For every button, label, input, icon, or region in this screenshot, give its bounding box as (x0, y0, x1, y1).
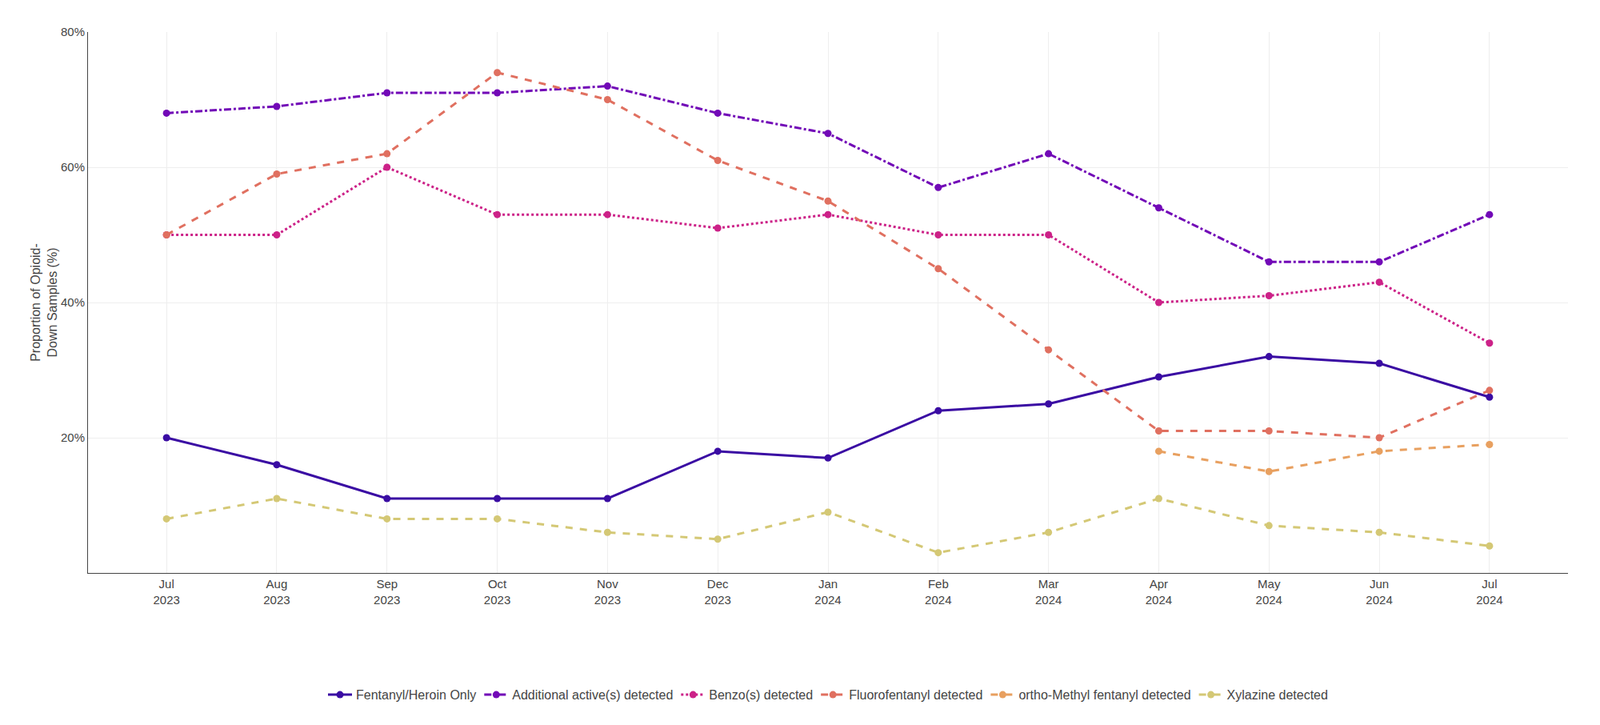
svg-text:Xylazine detected: Xylazine detected (1227, 688, 1328, 702)
svg-text:80%: 80% (60, 24, 85, 39)
svg-text:Apr2024: Apr2024 (1145, 576, 1172, 607)
svg-text:Aug2023: Aug2023 (263, 576, 290, 607)
svg-text:Jul2024: Jul2024 (1476, 576, 1503, 607)
svg-text:ortho-Methyl fentanyl detected: ortho-Methyl fentanyl detected (1018, 688, 1191, 702)
svg-text:May2024: May2024 (1256, 576, 1283, 607)
svg-text:Proportion of Opioid-Down Samp: Proportion of Opioid-Down Samples (%) (28, 243, 60, 362)
svg-text:Benzo(s) detected: Benzo(s) detected (708, 688, 813, 702)
svg-text:Mar2024: Mar2024 (1035, 576, 1062, 607)
svg-text:Jun2024: Jun2024 (1365, 576, 1392, 607)
svg-text:60%: 60% (60, 160, 85, 174)
svg-text:Additional active(s) detected: Additional active(s) detected (512, 688, 673, 702)
svg-text:Oct2023: Oct2023 (484, 576, 511, 607)
svg-text:Dec2023: Dec2023 (704, 576, 732, 607)
svg-text:40%: 40% (60, 295, 85, 309)
svg-text:Feb2024: Feb2024 (924, 576, 952, 607)
svg-text:Sep2023: Sep2023 (373, 576, 400, 607)
svg-text:Jan2024: Jan2024 (814, 576, 841, 607)
svg-text:Nov2023: Nov2023 (594, 576, 621, 607)
svg-text:20%: 20% (60, 430, 85, 444)
svg-text:Fentanyl/Heroin Only: Fentanyl/Heroin Only (356, 688, 476, 702)
svg-text:Fluorofentanyl detected: Fluorofentanyl detected (848, 688, 983, 702)
svg-text:Jul2023: Jul2023 (152, 576, 180, 607)
